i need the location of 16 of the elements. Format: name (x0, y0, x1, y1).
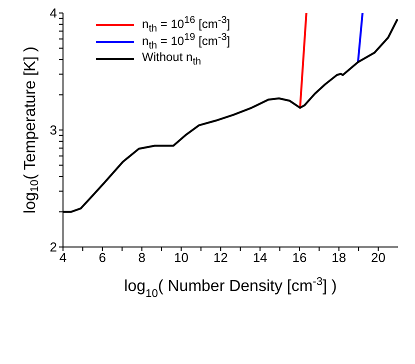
x-tick-label: 18 (332, 250, 346, 266)
x-tick-label: 14 (252, 250, 268, 266)
y-tick-label: 3 (50, 122, 57, 138)
x-tick-label: 12 (213, 250, 228, 266)
x-axis-title: log$_{10}$( Number Density [cm$^{-3}$] ) (124, 276, 337, 300)
x-tick-label: 16 (292, 250, 307, 266)
y-tick-label: 2 (50, 240, 57, 255)
x-tick-label: 4 (59, 250, 67, 266)
x-tick-label: 8 (138, 250, 146, 266)
y-tick-label: 4 (50, 6, 57, 21)
legend-label: n$_{th}$ = 10$^{19}$ [cm$^{-3}$] (142, 32, 230, 52)
x-tick-label: 20 (371, 250, 386, 266)
x-tick-label: 6 (98, 250, 106, 266)
legend-label: Without n$_{th}$ (142, 50, 202, 68)
legend-label: n$_{th}$ = 10$^{16}$ [cm$^{-3}$] (142, 14, 230, 34)
x-tick-label: 10 (174, 250, 188, 266)
